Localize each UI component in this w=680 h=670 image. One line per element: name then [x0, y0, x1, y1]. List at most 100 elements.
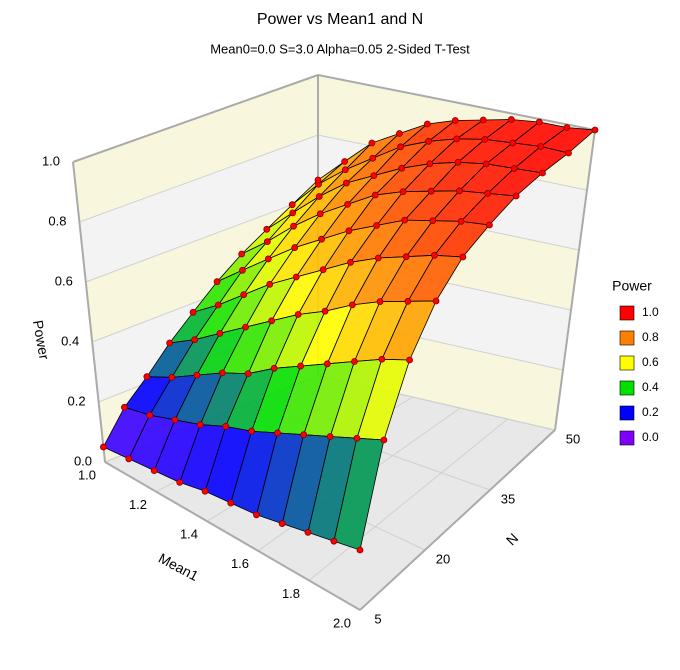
data-point: [429, 217, 437, 225]
data-point: [397, 143, 404, 151]
data-point: [189, 308, 197, 316]
data-point: [297, 362, 304, 370]
data-point: [222, 422, 230, 430]
x-tick-label: 1.6: [231, 556, 249, 571]
data-point: [216, 329, 224, 337]
data-point: [314, 176, 322, 184]
y-tick-label: 35: [501, 491, 515, 506]
data-point: [244, 370, 252, 378]
y-tick-label: 50: [566, 431, 580, 446]
data-point: [396, 130, 403, 137]
axis-edge: [72, 161, 106, 463]
data-point: [510, 165, 518, 172]
data-point: [479, 116, 487, 124]
data-point: [218, 369, 226, 377]
data-point: [248, 427, 255, 435]
data-point: [426, 160, 434, 168]
data-point: [238, 250, 246, 258]
legend-label: 0.6: [642, 355, 659, 369]
axis-edge: [359, 429, 556, 611]
left-wall-band: [73, 75, 318, 222]
data-point: [196, 421, 204, 429]
data-point: [242, 323, 249, 331]
x-tick-label: 1.2: [129, 497, 147, 512]
data-point: [344, 200, 351, 208]
data-point: [484, 189, 492, 197]
left-wall-band: [79, 135, 319, 282]
data-point: [369, 154, 377, 162]
data-point: [482, 160, 490, 168]
data-point: [171, 416, 179, 424]
data-point: [263, 238, 271, 246]
data-point: [201, 487, 209, 495]
data-point: [432, 297, 440, 305]
data-point: [289, 209, 297, 217]
axis-edge: [317, 74, 596, 131]
data-point: [401, 216, 409, 224]
z-tick-label: 0.6: [55, 273, 73, 288]
x-tick-label: 2.0: [333, 615, 351, 630]
data-point: [176, 478, 184, 486]
data-point: [368, 139, 376, 147]
data-point: [150, 467, 158, 475]
data-point: [537, 143, 545, 150]
legend-swatch: [619, 430, 635, 446]
data-point: [427, 187, 435, 195]
data-point: [300, 431, 308, 439]
legend-label: 0.2: [642, 405, 659, 419]
legend-swatch: [619, 305, 635, 321]
data-point: [380, 436, 388, 444]
chart-title: Power vs Mean1 and N: [257, 11, 423, 28]
data-point: [565, 149, 572, 157]
data-point: [239, 266, 246, 274]
data-point: [398, 164, 406, 172]
data-point: [214, 301, 222, 309]
legend-swatch: [619, 330, 635, 346]
data-point: [481, 135, 489, 143]
z-tick-label: 0.2: [68, 393, 86, 408]
axis-edge: [554, 129, 596, 431]
data-point: [263, 225, 271, 233]
grid-line: [308, 418, 508, 581]
data-point: [347, 258, 354, 266]
data-point: [399, 188, 407, 196]
data-point: [507, 116, 515, 123]
data-point: [290, 222, 297, 230]
z-tick-label: 0.4: [61, 333, 79, 348]
data-point: [266, 280, 274, 288]
data-point: [351, 358, 358, 365]
chart-subtitle: Mean0=0.0 S=3.0 Alpha=0.05 2-Sided T-Tes…: [210, 41, 470, 56]
legend-swatch: [619, 405, 635, 421]
z-tick-label: 0.0: [74, 453, 92, 468]
data-point: [563, 124, 571, 131]
data-point: [270, 364, 278, 372]
legend-label: 1.0: [642, 305, 659, 319]
data-point: [315, 193, 323, 200]
data-point: [166, 339, 174, 347]
data-point: [371, 191, 379, 199]
left-wall-band: [85, 195, 318, 342]
data-point: [512, 192, 520, 200]
data-point: [292, 273, 300, 281]
data-point: [125, 455, 133, 463]
data-point: [539, 169, 546, 177]
data-point: [348, 301, 356, 309]
data-point: [193, 371, 201, 379]
data-point: [374, 254, 382, 262]
legend-label: 0.8: [642, 330, 659, 344]
axis-edge: [72, 74, 319, 163]
data-point: [425, 137, 432, 145]
data-point: [213, 278, 221, 286]
data-point: [353, 434, 361, 442]
data-point: [274, 429, 281, 437]
data-point: [378, 355, 386, 363]
data-point: [535, 118, 543, 126]
data-point: [342, 179, 350, 187]
z-axis-title: Power: [30, 319, 53, 361]
legend-title: Power: [612, 278, 652, 294]
data-point: [268, 317, 276, 325]
data-point: [168, 373, 176, 381]
data-point: [456, 187, 463, 195]
data-point: [356, 546, 364, 554]
data-point: [370, 172, 378, 180]
